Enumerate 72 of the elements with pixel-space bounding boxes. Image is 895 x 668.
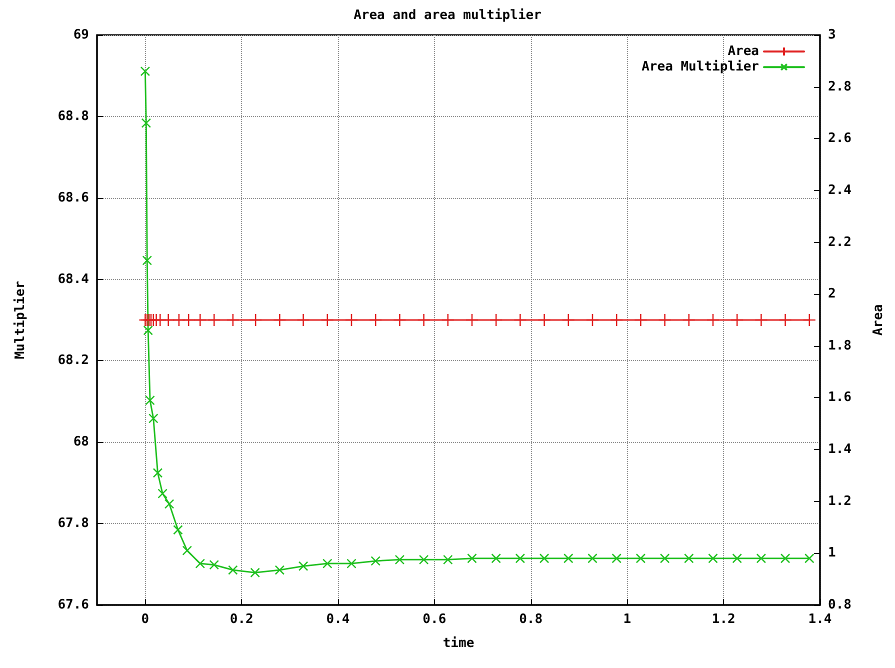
point — [804, 553, 814, 564]
y2-tick-label: 0.8 — [828, 598, 852, 612]
point — [148, 414, 158, 424]
y2-tick-label: 1.2 — [828, 494, 852, 509]
y-tick-label: 68 — [73, 434, 90, 450]
y2-tick-label: 2.8 — [828, 79, 852, 94]
point — [756, 553, 766, 564]
point — [515, 553, 526, 564]
point — [195, 558, 206, 568]
point — [443, 554, 453, 565]
chart-title: Area and area multiplier — [354, 8, 542, 23]
y2-tick-label: 1 — [828, 546, 836, 561]
point — [708, 553, 718, 564]
y2-tick-label: 1.4 — [828, 442, 852, 458]
x-tick-label: 0.4 — [326, 612, 350, 627]
point — [142, 256, 152, 266]
point — [418, 554, 429, 565]
point — [588, 553, 598, 564]
x-tick-label: 0.6 — [422, 612, 446, 627]
x-tick-label: 1.2 — [712, 612, 736, 627]
point — [164, 499, 174, 509]
point — [152, 468, 163, 478]
point — [346, 558, 356, 568]
y-tick-label: 68.2 — [58, 353, 89, 368]
y2-tick-label: 2.6 — [828, 131, 852, 146]
y-tick-label: 68.8 — [58, 108, 90, 124]
y2-tick-label: 1.8 — [828, 338, 852, 354]
point — [370, 556, 380, 566]
x-tick-label: 0.2 — [230, 612, 254, 627]
point — [684, 553, 694, 564]
point — [173, 524, 183, 535]
y-tick-label: 69 — [73, 28, 89, 42]
point — [158, 488, 168, 498]
point — [145, 395, 155, 406]
y2-tick-label: 3 — [828, 28, 836, 42]
legend-label: Area Multiplier — [642, 60, 760, 75]
point — [209, 560, 220, 570]
point — [636, 553, 646, 564]
y2-tick-label: 2 — [828, 286, 836, 302]
y-tick-label: 67.6 — [58, 598, 90, 612]
point — [322, 558, 332, 568]
y2-tick-label: 1.6 — [828, 390, 852, 406]
y-axis-title: Multiplier — [13, 280, 28, 360]
point — [274, 565, 285, 575]
x-axis-title: time — [442, 636, 474, 651]
point — [141, 118, 152, 128]
y2-axis-title: Area — [871, 304, 886, 336]
y-tick-label: 68.6 — [58, 190, 90, 206]
point — [228, 565, 238, 575]
point — [250, 568, 260, 578]
y2-tick-label: 2.4 — [828, 182, 852, 198]
point — [298, 561, 308, 572]
point — [140, 66, 150, 76]
point — [660, 553, 670, 564]
point — [143, 325, 153, 336]
y2-tick-label: 2.2 — [828, 234, 852, 250]
point — [564, 553, 574, 564]
x-tick-label: 0.8 — [519, 612, 543, 627]
point — [182, 546, 192, 556]
point — [394, 554, 405, 565]
point — [539, 553, 550, 564]
point — [780, 553, 790, 564]
legend-label: Area — [728, 44, 760, 59]
y-tick-label: 68.4 — [58, 272, 90, 287]
y-tick-label: 67.8 — [58, 516, 90, 532]
point — [491, 553, 501, 564]
x-tick-label: 0 — [141, 612, 150, 627]
point — [467, 553, 477, 564]
x-tick-label: 1.4 — [808, 612, 832, 627]
point — [612, 553, 622, 564]
point — [732, 553, 742, 564]
x-tick-label: 1 — [623, 612, 632, 627]
